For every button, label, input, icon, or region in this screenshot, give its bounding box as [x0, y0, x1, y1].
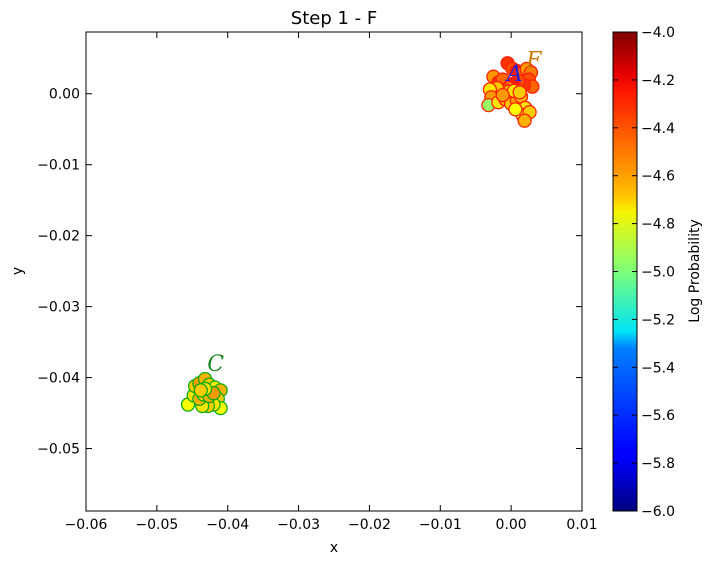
data-point: [517, 113, 532, 128]
x-tick-label: −0.01: [419, 517, 462, 533]
x-tick-label: −0.03: [277, 517, 320, 533]
y-tick-label: −0.05: [37, 442, 80, 458]
data-point: [495, 88, 510, 103]
y-tick-label: −0.04: [37, 371, 80, 387]
colorbar-tick-label: −5.6: [641, 408, 675, 424]
colorbar-tick-label: −4.6: [641, 169, 675, 185]
chart-title: Step 1 - F: [291, 8, 377, 29]
x-tick-label: −0.05: [135, 517, 178, 533]
x-tick-label: 0.01: [566, 517, 597, 533]
point-annotation: F: [525, 48, 542, 73]
x-tick-label: 0.00: [496, 517, 527, 533]
plot-frame: [85, 31, 583, 512]
point-annotation: A: [505, 62, 523, 87]
y-tick-label: −0.02: [37, 229, 80, 245]
y-tick-label: −0.03: [37, 300, 80, 316]
colorbar-tick-label: −5.0: [641, 265, 675, 281]
y-axis-label: y: [10, 267, 26, 275]
data-point: [512, 85, 527, 100]
colorbar-tick-label: −4.0: [641, 25, 675, 41]
colorbar-label: Log Probability: [687, 219, 703, 322]
data-point: [193, 383, 208, 398]
x-tick-label: −0.06: [65, 517, 108, 533]
y-tick-label: −0.01: [37, 158, 80, 174]
x-axis-label: x: [330, 540, 338, 556]
colorbar-tick-label: −4.2: [641, 73, 675, 89]
data-point: [508, 102, 523, 117]
colorbar-tick-label: −4.8: [641, 217, 675, 233]
point-annotation: C: [207, 352, 224, 377]
colorbar-tick-label: −4.4: [641, 121, 675, 137]
colorbar-tick-label: −5.4: [641, 360, 675, 376]
x-tick-label: −0.04: [206, 517, 249, 533]
colorbar-tick-label: −5.2: [641, 312, 675, 328]
y-tick-label: 0.00: [49, 87, 80, 103]
colorbar-tick-label: −6.0: [641, 504, 675, 520]
colorbar-tick-label: −5.8: [641, 456, 675, 472]
x-tick-label: −0.02: [348, 517, 391, 533]
